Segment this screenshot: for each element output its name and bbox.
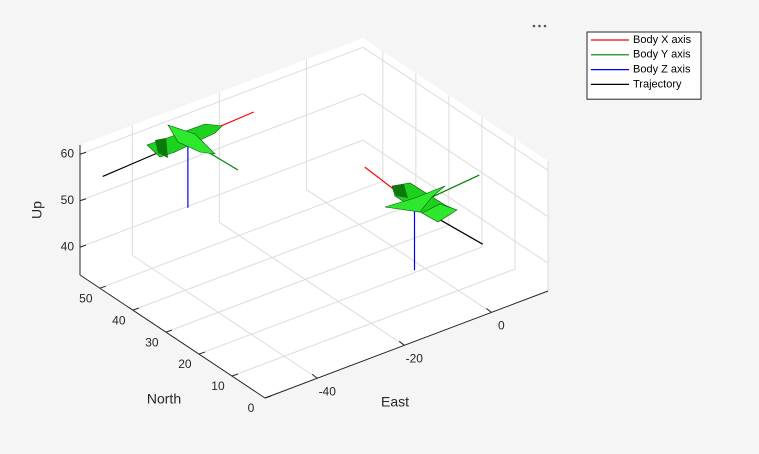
grid-line [99, 180, 383, 289]
y-axis-label: North [147, 391, 181, 407]
legend-label: Body X axis [633, 34, 692, 46]
x-tick-label: -20 [406, 351, 424, 365]
z-tick [79, 244, 87, 248]
grid-line [79, 93, 364, 202]
grid-line [131, 254, 318, 379]
legend: Body X axis Body Y axis Body Z axis Traject… [586, 31, 702, 100]
series-line [187, 140, 416, 271]
aircraft-tail [155, 138, 168, 158]
grid-line [306, 188, 492, 313]
z-tick-label: 60 [61, 146, 75, 160]
grid-line [231, 268, 516, 377]
more-options[interactable] [532, 24, 547, 28]
z-tick-label: 40 [61, 239, 75, 253]
grid-line [132, 202, 417, 311]
axes-panes [80, 38, 548, 398]
dot [538, 24, 541, 28]
aircraft-wing [384, 185, 446, 213]
grid-line [79, 139, 364, 248]
grid-line [165, 224, 450, 333]
y-tick-label: 0 [248, 401, 255, 415]
x-tick-label: -40 [319, 384, 337, 398]
z-tick [79, 198, 87, 202]
grid-line [79, 46, 364, 155]
grid-line [362, 93, 549, 218]
y-tick [198, 351, 206, 355]
legend-box [586, 31, 702, 100]
dot [532, 24, 536, 28]
y-tick [99, 285, 106, 289]
z-tick-label: 50 [61, 193, 75, 207]
grid-line [219, 221, 405, 346]
x-tick [311, 373, 318, 379]
y-tick [264, 395, 272, 399]
back-pane [80, 38, 363, 275]
grid-line [362, 139, 549, 264]
dot [543, 24, 547, 28]
x-tick-label: 0 [498, 319, 505, 333]
grid-line [362, 46, 549, 171]
legend-label: Trajectory [633, 78, 682, 90]
aircraft-wing [167, 124, 216, 155]
side-pane [363, 38, 548, 291]
y-tick [132, 307, 140, 311]
z-axis-label: Up [29, 201, 45, 219]
aircraft-tailplane [421, 203, 458, 223]
axis-line [264, 290, 549, 399]
aircraft-models [146, 123, 458, 223]
x-tick [399, 340, 405, 346]
x-axis-label: East [381, 394, 409, 410]
legend-label: Body Y axis [633, 49, 691, 61]
y-tick-label: 30 [145, 335, 159, 349]
y-tick [231, 373, 239, 377]
aircraft-nose [392, 184, 408, 198]
axis-line [79, 274, 266, 399]
legend-label: Body Z axis [633, 64, 691, 76]
y-tick-label: 40 [112, 313, 126, 327]
y-tick-label: 10 [211, 379, 225, 393]
y-tick-label: 20 [178, 357, 192, 371]
x-tick [486, 308, 492, 313]
y-tick-label: 50 [79, 291, 93, 305]
y-tick [165, 329, 173, 333]
axes: -40 -20 0 0 10 20 30 40 50 40 50 60 [61, 145, 549, 415]
grid-line [198, 246, 483, 355]
floor-pane [80, 168, 548, 398]
z-tick [79, 151, 87, 155]
